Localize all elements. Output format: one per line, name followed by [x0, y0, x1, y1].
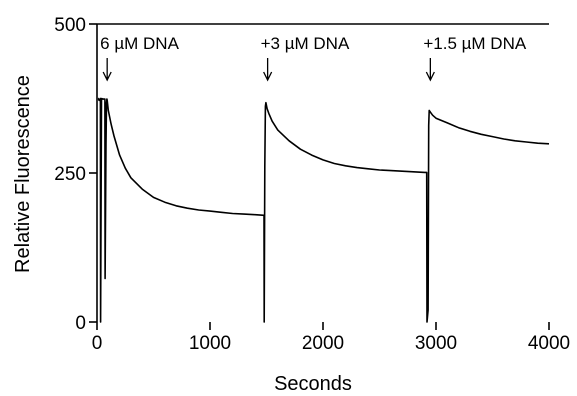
x-tick-label: 2000 [302, 333, 344, 354]
annotation-layer: 6 µM DNA +3 µM DNA +1.5 µM DNA [100, 34, 527, 82]
x-axis-title: Seconds [274, 373, 352, 395]
x-tick-label: 1000 [189, 333, 231, 354]
annotation-arrow-1 [263, 58, 273, 82]
annotation-arrow-0 [102, 58, 112, 82]
annotation-arrow-2 [425, 58, 435, 82]
x-tick-label: 0 [92, 333, 103, 354]
annotation-label-2: +1.5 µM DNA [423, 34, 527, 53]
y-tick-label: 250 [54, 164, 86, 185]
axes-layer: 0 1000 2000 3000 4000 0 250 500 [54, 15, 570, 354]
y-tick-label: 0 [75, 313, 86, 334]
trace-layer [97, 97, 550, 323]
y-tick-label: 500 [54, 15, 86, 36]
x-tick-label: 3000 [415, 333, 457, 354]
x-tick-label: 4000 [528, 333, 570, 354]
annotation-label-1: +3 µM DNA [261, 34, 350, 53]
fluorescence-trace-0 [97, 97, 550, 323]
y-axis-title: Relative Fluorescence [12, 75, 34, 273]
annotation-label-0: 6 µM DNA [100, 34, 179, 53]
